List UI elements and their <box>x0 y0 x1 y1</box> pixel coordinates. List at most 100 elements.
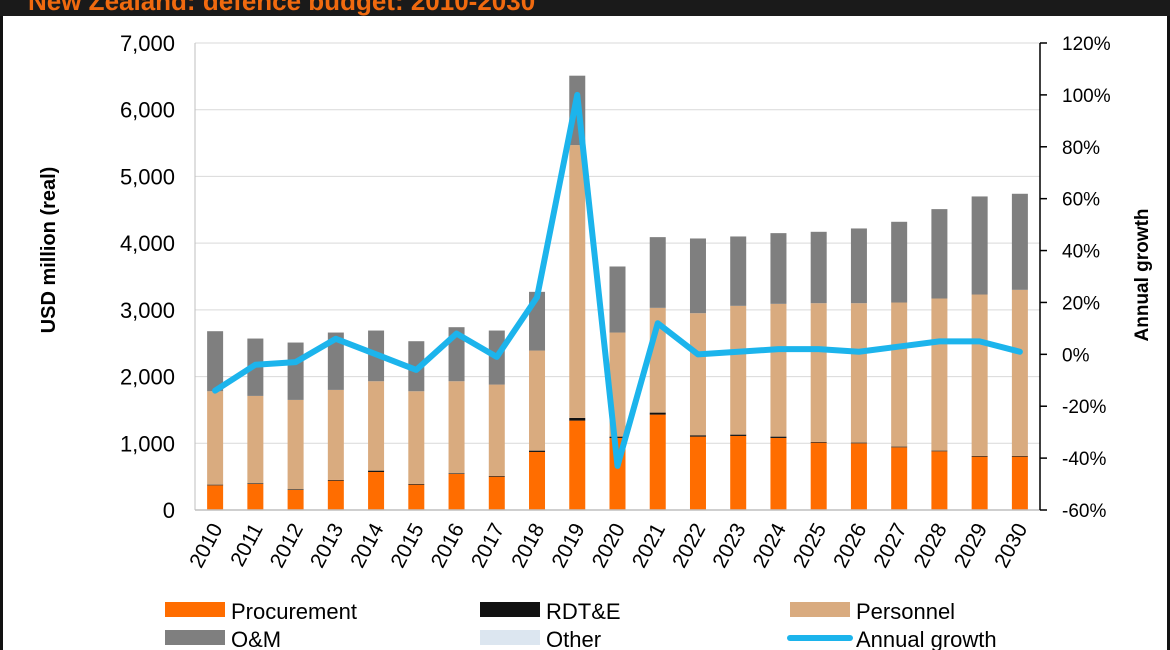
bar-rdt-e <box>569 417 586 421</box>
x-tick-label: 2027 <box>869 520 911 572</box>
growth-line <box>212 91 1023 469</box>
bar-rdt-e <box>891 446 908 448</box>
bar-rdt-e <box>408 483 425 485</box>
x-tick-label: 2015 <box>386 520 428 572</box>
y2-axis-label: Annual growth <box>1132 209 1153 342</box>
x-tick-label: 2023 <box>708 520 750 572</box>
bar-procurement <box>408 484 425 510</box>
bar-personnel <box>730 305 747 435</box>
x-tick-label: 2022 <box>668 520 710 572</box>
bar-rdt-e <box>971 455 988 457</box>
bar-procurement <box>569 420 586 510</box>
bar-personnel <box>207 391 224 485</box>
bar-procurement <box>810 442 827 510</box>
x-tick-label: 2024 <box>749 519 791 571</box>
y2-tick-label: 0% <box>1062 345 1090 366</box>
y-axis-ticks: 0 1,000 2,000 3,000 4,000 5,000 6,000 7,000 <box>120 31 175 523</box>
bar-rdt-e <box>529 450 546 452</box>
y2-tick-label: -40% <box>1062 449 1106 470</box>
bar-o-m <box>287 342 304 400</box>
bar-personnel <box>689 313 706 436</box>
bar-o-m <box>649 237 666 308</box>
chart-title: New Zealand: defence budget: 2010-2030 <box>28 0 536 16</box>
bar-rdt-e <box>247 483 264 484</box>
bar-personnel <box>569 145 586 418</box>
bar-personnel <box>1011 289 1028 456</box>
bar-o-m <box>327 332 344 390</box>
y2-tick-label: 60% <box>1062 190 1100 211</box>
x-tick-label: 2029 <box>950 520 992 572</box>
y2-tick-label: -60% <box>1062 501 1106 522</box>
x-tick-label: 2028 <box>910 520 952 572</box>
y2-tick-label: -20% <box>1062 397 1106 418</box>
bar-personnel <box>247 395 264 484</box>
legend-label-other: Other <box>546 627 601 650</box>
axes <box>194 43 1041 511</box>
bar-o-m <box>689 238 706 314</box>
bar-personnel <box>287 399 304 490</box>
y-axis-label: USD million (real) <box>38 167 60 334</box>
bar-o-m <box>891 221 908 303</box>
bar-procurement <box>488 476 505 510</box>
y-tick-label: 3,000 <box>120 298 175 323</box>
y2-tick-label: 40% <box>1062 242 1100 263</box>
bar-procurement <box>770 437 787 510</box>
y-tick-label: 2,000 <box>120 365 175 390</box>
legend-label-o-m: O&M <box>231 627 281 650</box>
x-tick-label: 2020 <box>588 520 630 572</box>
legend-swatch-procurement <box>165 602 225 617</box>
x-tick-label: 2021 <box>628 520 670 572</box>
bar-rdt-e <box>207 484 224 486</box>
bar-rdt-e <box>931 450 948 452</box>
x-tick-label: 2026 <box>829 520 871 572</box>
bar-procurement <box>448 473 465 510</box>
x-tick-label: 2019 <box>547 520 589 572</box>
bar-rdt-e <box>609 436 626 438</box>
x-tick-label: 2018 <box>507 520 549 572</box>
y-tick-label: 6,000 <box>120 98 175 123</box>
bar-procurement <box>1011 456 1028 510</box>
x-tick-label: 2017 <box>467 520 509 572</box>
y-tick-label: 1,000 <box>120 431 175 456</box>
bar-procurement <box>247 483 264 510</box>
bar-procurement <box>891 447 908 510</box>
title-bar: New Zealand: defence budget: 2010-2030 <box>0 0 1170 16</box>
bar-rdt-e <box>287 489 304 490</box>
bar-rdt-e <box>770 436 787 438</box>
x-tick-label: 2030 <box>990 520 1032 572</box>
y-tick-label: 7,000 <box>120 31 175 56</box>
bar-procurement <box>730 435 747 510</box>
y2-tick-label: 20% <box>1062 293 1100 314</box>
growth-line-layer <box>212 91 1023 469</box>
bar-o-m <box>810 231 827 304</box>
bar-personnel <box>408 391 425 484</box>
bar-procurement <box>931 451 948 510</box>
bar-procurement <box>971 456 988 510</box>
bar-personnel <box>368 381 385 471</box>
bar-procurement <box>529 451 546 510</box>
bar-o-m <box>207 331 224 392</box>
bar-o-m <box>730 236 747 306</box>
legend-label-rdt-e: RDT&E <box>546 599 621 624</box>
bar-rdt-e <box>1011 455 1028 457</box>
legend-swatch-other <box>480 630 540 645</box>
bar-rdt-e <box>689 435 706 437</box>
bar-o-m <box>609 266 626 333</box>
bar-rdt-e <box>368 470 385 472</box>
bar-rdt-e <box>649 412 666 415</box>
bar-rdt-e <box>448 473 465 474</box>
y2-axis-ticks: -60% -40% -20% 0% 20% 40% 60% 80% 100% 120% <box>1040 34 1111 522</box>
bar-procurement <box>649 414 666 510</box>
x-tick-label: 2014 <box>346 519 388 571</box>
bar-personnel <box>850 303 867 443</box>
bar-personnel <box>891 302 908 447</box>
bar-rdt-e <box>810 441 827 443</box>
y2-tick-label: 100% <box>1062 86 1111 107</box>
bar-o-m <box>850 228 867 304</box>
legend: Procurement RDT&E Personnel O&M Other Annual … <box>165 599 997 650</box>
legend-label-personnel: Personnel <box>856 599 955 624</box>
bar-procurement <box>327 480 344 510</box>
bar-procurement <box>850 443 867 510</box>
